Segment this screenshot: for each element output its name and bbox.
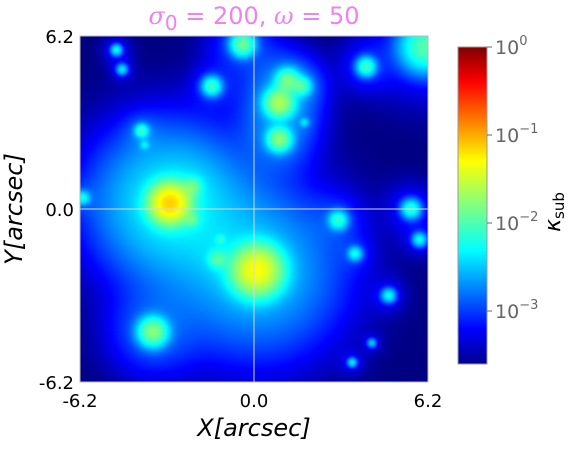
heatmap-panel	[79, 35, 429, 383]
plot-frame	[79, 35, 429, 383]
x-axis-label-text: X[arcsec]	[195, 414, 310, 442]
colorbar-label-kappa: κ	[541, 219, 566, 232]
x-tick-label: -6.2	[62, 391, 97, 412]
title-sigma-subscript: 0	[164, 10, 178, 35]
chart-title: σ0 = 200, ω = 50	[80, 2, 428, 35]
colorbar-tick-label: 10−1	[495, 122, 538, 147]
colorbar-tick-label: 100	[495, 34, 527, 59]
y-axis-label: Y[arcsec]	[0, 153, 28, 265]
colorbar-ticks: 100 10−1 10−2 10−3	[487, 34, 538, 323]
y-tick-label: 0.0	[45, 200, 74, 221]
title-omega-value: = 50	[293, 2, 360, 30]
y-tick-label: -6.2	[39, 373, 74, 394]
x-tick-label: 6.2	[414, 391, 443, 412]
colorbar-tick-label: 10−3	[495, 298, 538, 323]
x-axis: -6.2 0.0 6.2 X[arcsec]	[62, 391, 442, 442]
colorbar: 100 10−1 10−2 10−3 κsub	[457, 34, 568, 365]
title-sigma-value: = 200,	[177, 2, 275, 30]
x-axis-label: X[arcsec]	[195, 414, 310, 442]
title-omega: ω	[274, 2, 294, 30]
colorbar-tick-label: 10−2	[495, 210, 538, 235]
y-axis-label-text: Y[arcsec]	[0, 153, 28, 265]
y-axis: 6.2 0.0 -6.2 Y[arcsec]	[0, 27, 74, 394]
colorbar-label-subscript: sub	[550, 192, 568, 219]
colorbar-gradient	[457, 46, 488, 365]
colorbar-label: κsub	[541, 192, 568, 232]
x-tick-label: 0.0	[240, 391, 269, 412]
title-sigma: σ	[148, 2, 165, 30]
y-tick-label: 6.2	[45, 27, 74, 48]
